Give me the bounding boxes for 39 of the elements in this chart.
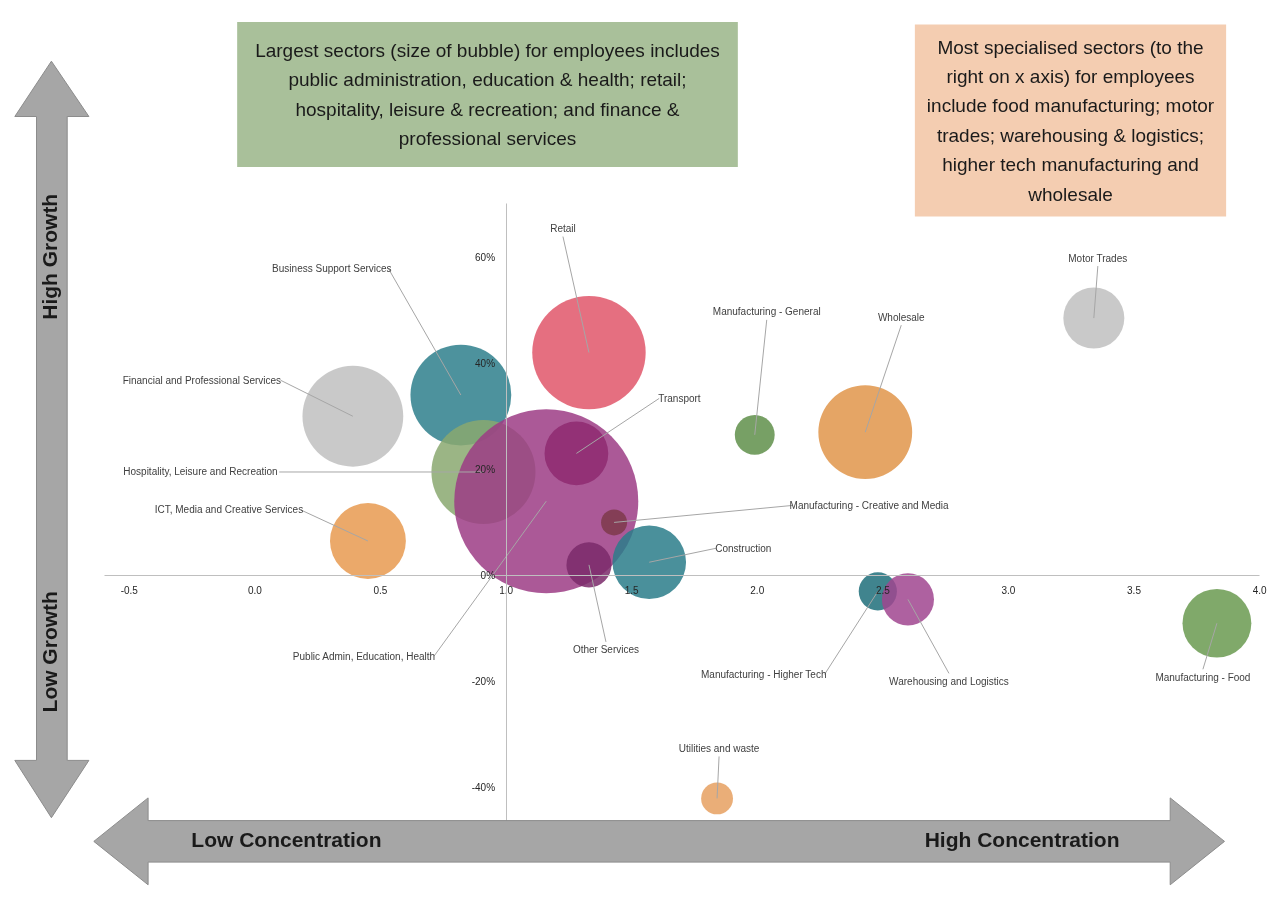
y-tick-label: -20%	[471, 676, 496, 688]
annotation: Most specialised sectors (to the right on x axis) for employees include food manufacturing; motor trades; warehousing & logistics; higher tech manufacturing and wholesale	[926, 36, 1215, 205]
x-tick-label: 4.0	[1252, 585, 1267, 597]
annotation: Utilities and waste	[678, 742, 760, 754]
x-tick-label: 2.5	[875, 585, 891, 597]
text: Largest sectors (size of bubble) for employees includes public administration, education & health; retail; hospitality, leisure & recreation; and finance & professional services	[255, 39, 720, 150]
annotation: Manufacturing - General	[712, 306, 821, 318]
annotation: Hospitality, Leisure and Recreation	[123, 466, 278, 478]
y-tick-label: 0%	[480, 569, 496, 581]
annotation: Manufacturing - Higher Tech	[701, 668, 827, 680]
y-tick-label: 20%	[475, 463, 496, 475]
x-tick-label: -0.5	[120, 585, 139, 597]
y-tick-label: -40%	[471, 782, 496, 794]
x-tick-label: 3.5	[1127, 585, 1142, 597]
annotation: High Concentration	[924, 827, 1120, 851]
text: Low Growth	[37, 591, 61, 713]
annotation: ICT, Media and Creative Services	[154, 504, 304, 516]
annotation: Construction	[715, 542, 772, 554]
annotation: Manufacturing - Food	[1155, 671, 1251, 683]
x-tick-label: 3.0	[1001, 585, 1016, 597]
annotation: Financial and Professional Services	[122, 374, 282, 386]
annotation: Manufacturing - Creative and Media	[789, 499, 950, 511]
annotation: Transport	[658, 392, 701, 404]
annotation: Business Support Services	[272, 262, 392, 274]
y-tick-label: 60%	[475, 251, 496, 263]
annotation: Motor Trades	[1068, 252, 1128, 264]
text: High Growth	[37, 193, 61, 320]
x-tick-label: 2.0	[750, 585, 765, 597]
annotation: Warehousing and Logistics	[889, 675, 1009, 687]
y-tick-label: 40%	[475, 357, 496, 369]
annotation: Wholesale	[877, 311, 926, 323]
annotation: Other Services	[572, 644, 640, 656]
x-tick-label: 1.0	[499, 585, 514, 597]
annotation: Low Concentration	[191, 827, 382, 851]
annotation: Public Admin, Education, Health	[292, 650, 436, 662]
annotation: Retail	[550, 223, 576, 235]
x-tick-label: 1.5	[624, 585, 640, 597]
x-tick-label: 0.0	[247, 585, 263, 597]
x-tick-label: 0.5	[373, 585, 388, 597]
